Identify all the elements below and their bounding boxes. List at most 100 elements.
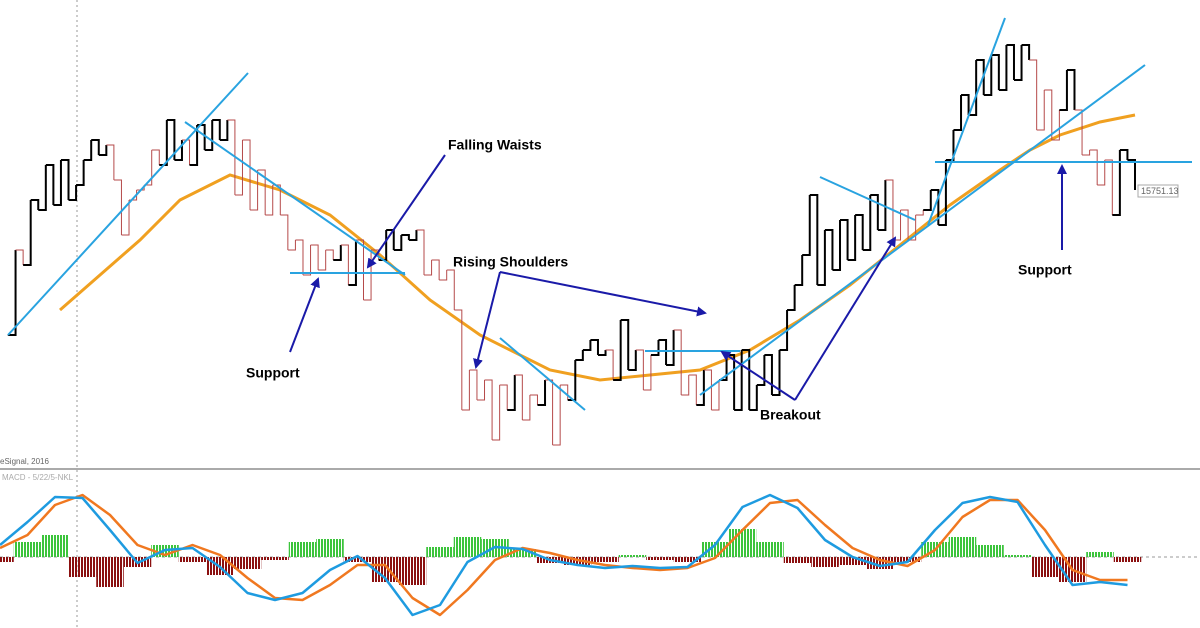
kagi-segment: [666, 330, 675, 366]
kagi-segment: [529, 394, 538, 405]
kagi-segment: [1097, 160, 1106, 186]
kagi-segment: [38, 165, 47, 211]
kagi-segment: [938, 160, 947, 226]
kagi-segment: [1089, 149, 1098, 185]
histogram-bar: [398, 557, 427, 585]
histogram-bar: [261, 557, 289, 560]
kagi-segment: [53, 160, 62, 206]
histogram-bar: [976, 545, 1004, 557]
kagi-segment: [567, 360, 577, 401]
kagi-segment: [30, 199, 40, 210]
histogram-bar: [288, 542, 317, 557]
kagi-segment: [824, 229, 834, 270]
trendline: [699, 64, 1146, 396]
kagi-segment: [961, 94, 970, 115]
kagi-segment: [1112, 150, 1121, 216]
kagi-segment: [212, 119, 221, 140]
kagi-segment: [76, 160, 85, 186]
histogram-bar: [41, 535, 69, 557]
kagi-segment: [976, 59, 985, 95]
kagi-segment: [1006, 44, 1015, 80]
kagi-segment: [514, 374, 523, 420]
kagi-segment: [348, 240, 357, 286]
kagi-segment: [802, 195, 811, 256]
kagi-segment: [696, 370, 705, 406]
kagi-segment: [431, 259, 440, 280]
histogram-bar: [728, 529, 757, 557]
kagi-segment: [1013, 45, 1023, 81]
annotation: Rising Shoulders: [453, 254, 568, 270]
annotation: Support: [246, 365, 300, 381]
kagi-segment: [575, 350, 584, 361]
kagi-segment: [340, 244, 349, 285]
kagi-segment: [703, 369, 712, 410]
price-label-box: [1137, 184, 1179, 198]
histogram-bar: [756, 542, 784, 557]
kagi-segment: [681, 375, 690, 396]
kagi-segment: [590, 339, 599, 355]
kagi-segment: [620, 319, 630, 370]
kagi-segment: [401, 234, 410, 240]
kagi-segment: [764, 354, 773, 395]
kagi-segment: [1059, 70, 1068, 111]
kagi-segment: [840, 219, 849, 260]
kagi-segment: [734, 350, 743, 411]
kagi-segment: [318, 250, 327, 271]
macd-line: [0, 493, 1128, 617]
kagi-segment: [900, 209, 909, 240]
kagi-segment: [287, 240, 296, 251]
kagi-segment: [166, 119, 176, 160]
kagi-segment: [484, 379, 493, 440]
kagi-segment: [779, 310, 789, 351]
kagi-segment: [15, 249, 24, 265]
kagi-segment: [355, 239, 364, 300]
kagi-segment: [545, 379, 554, 445]
kagi-segment: [787, 285, 796, 311]
kagi-segment: [265, 185, 274, 216]
kagi-segment: [1074, 109, 1083, 155]
histogram-bar: [1003, 555, 1032, 557]
kagi-segment: [582, 340, 592, 351]
histogram-bar: [646, 557, 674, 560]
kagi-segment: [424, 260, 433, 276]
kagi-segment: [227, 119, 236, 195]
trendlines: [7, 17, 1192, 411]
kagi-segment: [832, 220, 842, 271]
kagi-segment: [1082, 150, 1091, 156]
histogram-bar: [1031, 557, 1059, 577]
kagi-segment: [1127, 159, 1136, 190]
kagi-segment: [499, 384, 508, 410]
kagi-segment: [741, 349, 751, 410]
kagi-segment: [325, 249, 334, 260]
kagi-segment: [711, 380, 720, 411]
macd-panel: [0, 493, 1200, 617]
kagi-segment: [8, 250, 17, 336]
kagi-segment: [756, 355, 766, 386]
trendline: [819, 176, 916, 221]
histogram-bar: [893, 557, 922, 562]
kagi-segment: [1021, 44, 1031, 60]
panel-title: MACD - 5/22/5-NKL: [2, 473, 74, 482]
kagi-segment: [121, 200, 130, 236]
kagi-segment: [817, 230, 826, 286]
kagi-segment: [461, 370, 470, 411]
kagi-segment: [446, 269, 455, 310]
histogram-bar: [453, 537, 482, 557]
source: eSignal, 2016: [0, 457, 49, 466]
arrow: [720, 350, 796, 401]
kagi-segment: [643, 355, 652, 391]
kagi-segment: [552, 385, 561, 446]
kagi-segment: [537, 380, 547, 406]
annotation-arrows: [289, 154, 1067, 401]
kagi-segment: [862, 195, 872, 251]
kagi-segment: [597, 350, 607, 356]
histogram-bar: [68, 557, 97, 577]
kagi-segment: [605, 349, 614, 380]
kagi-segment: [363, 250, 372, 301]
kagi-segment: [60, 159, 70, 200]
trendline: [499, 337, 586, 411]
histogram-bar: [233, 557, 262, 569]
arrow: [794, 236, 897, 401]
kagi-segment: [68, 185, 78, 201]
